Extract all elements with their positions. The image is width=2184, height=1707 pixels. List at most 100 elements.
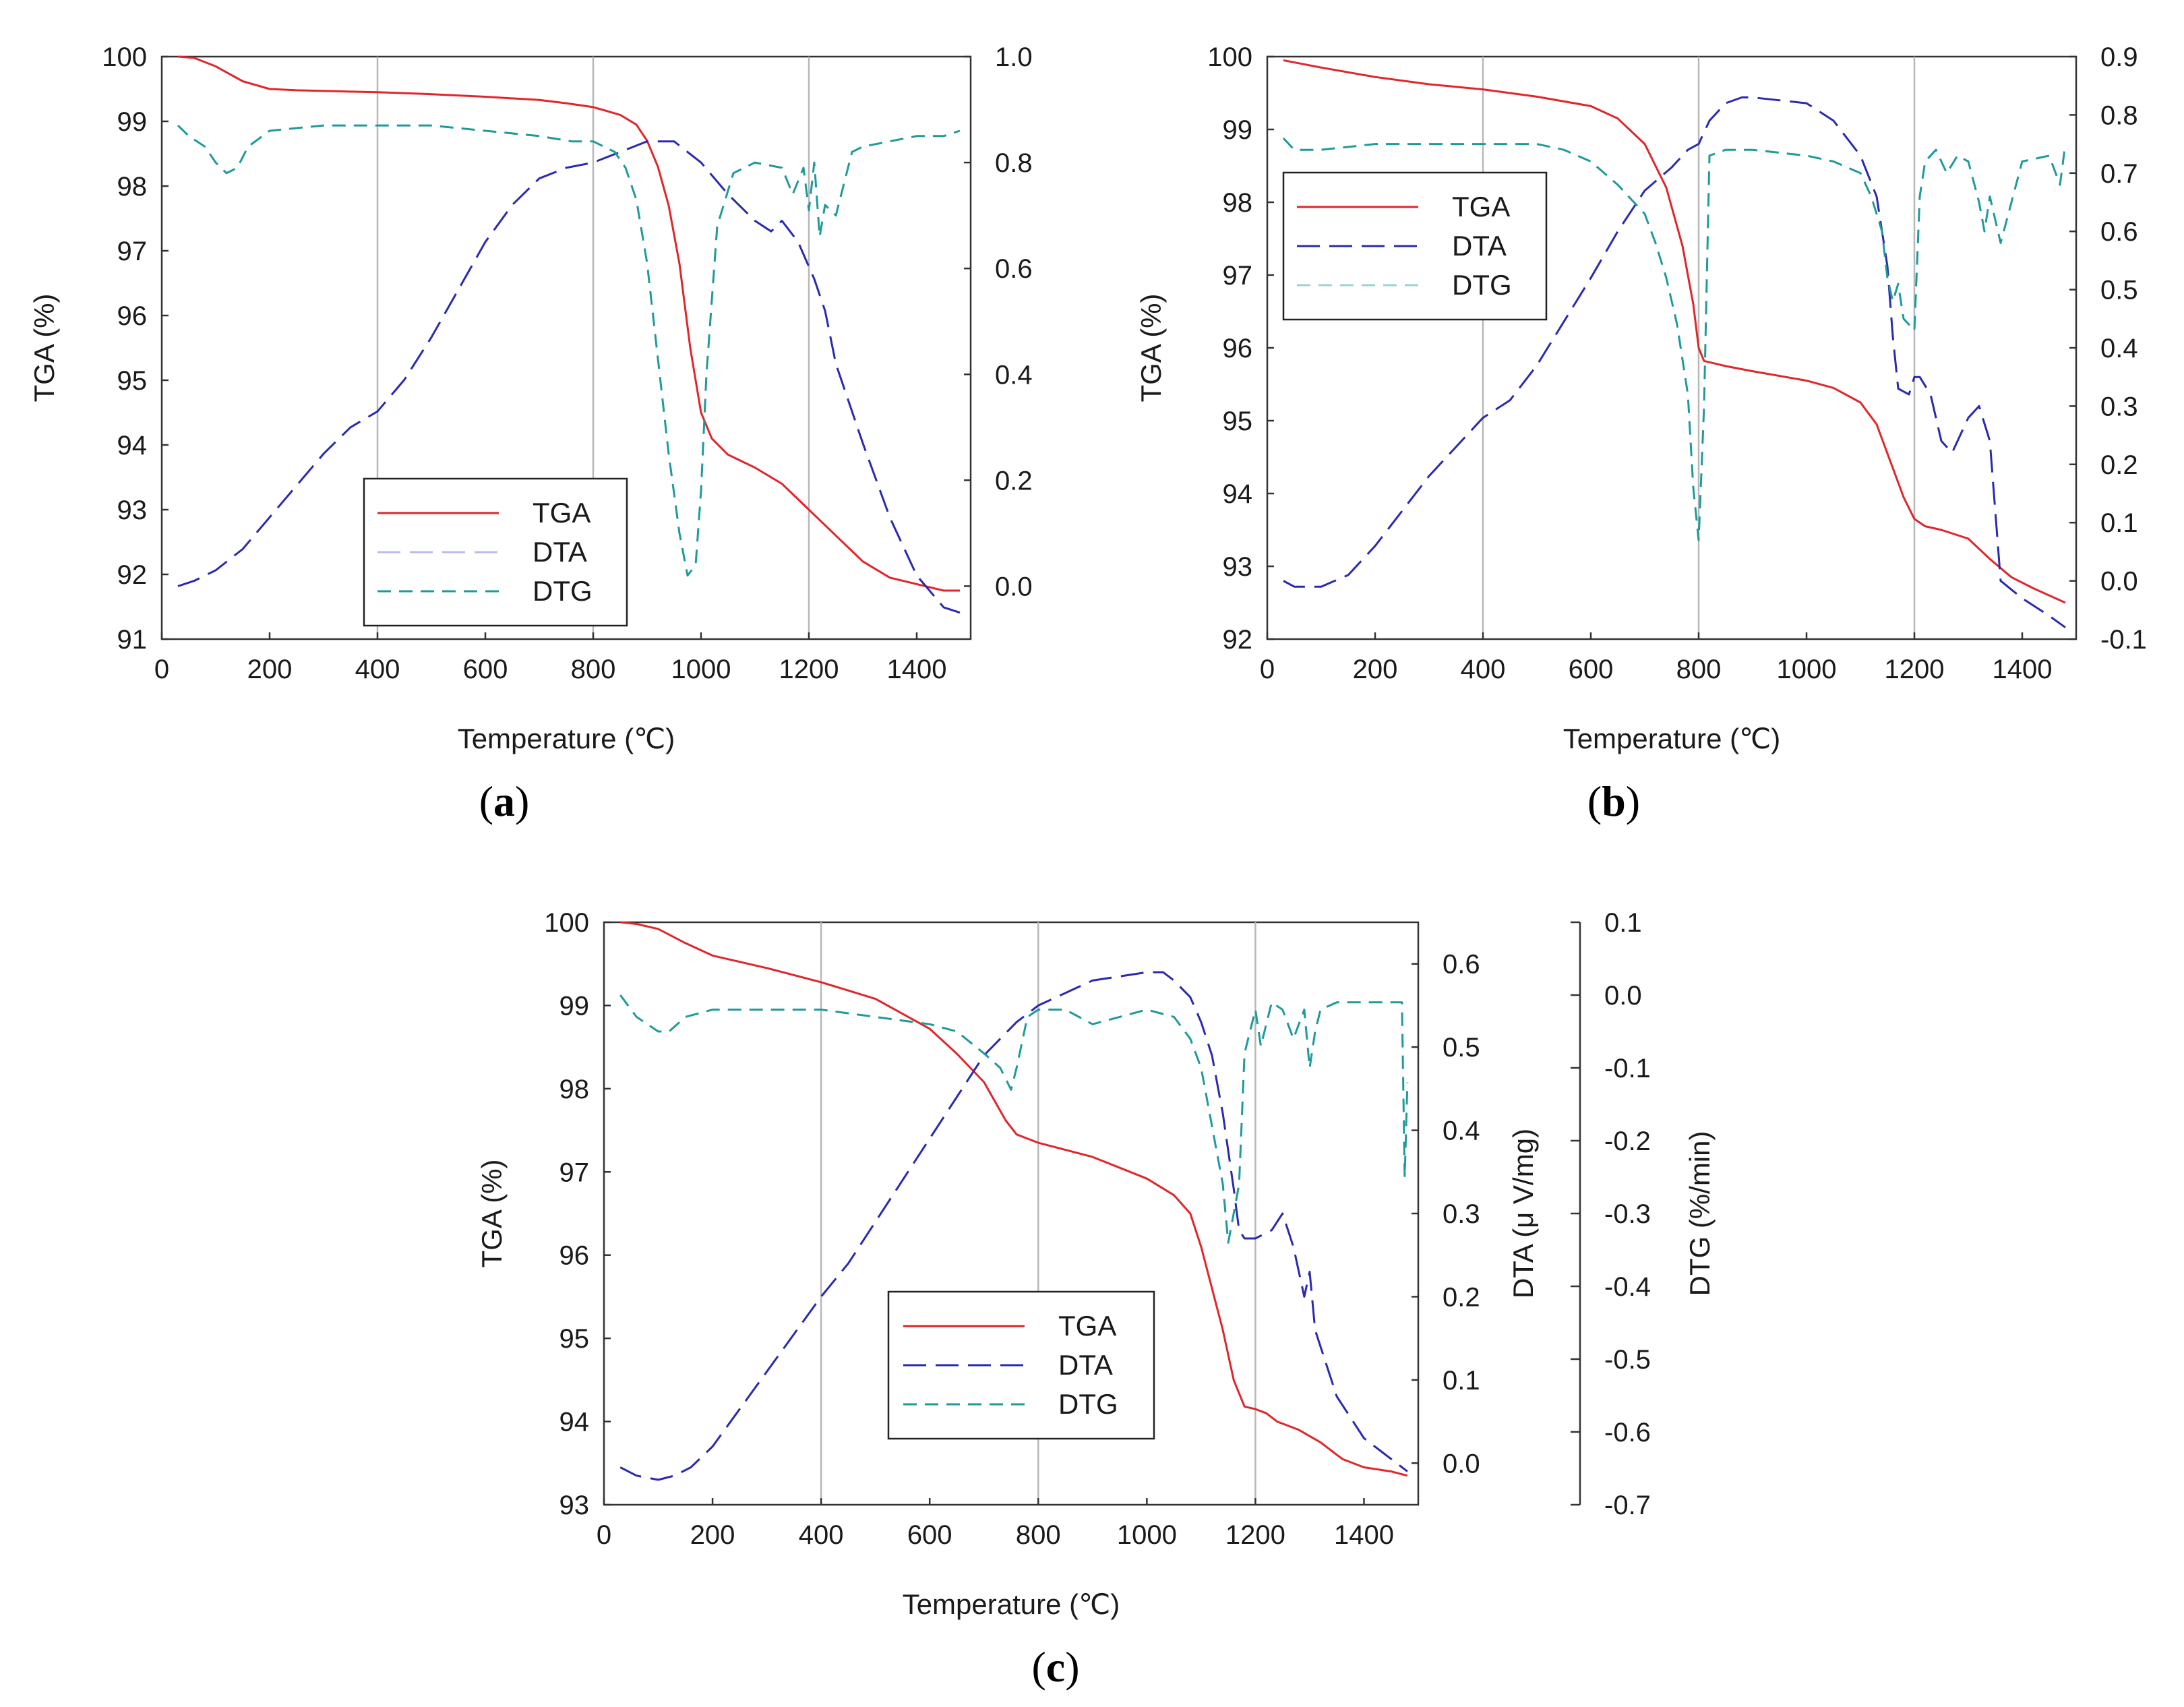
legend-label-dta-a: DTA (533, 536, 587, 568)
y2-tick-label: 0.3 (2100, 392, 2138, 421)
y2-tick-label: 0.8 (995, 148, 1033, 178)
x-axis-title-c: Temperature (℃) (903, 1588, 1120, 1620)
x-tick-label: 1200 (1225, 1520, 1285, 1550)
series-lines-c (619, 921, 1409, 1481)
x-tick-label: 200 (690, 1520, 735, 1550)
x-tick-label: 1000 (1117, 1520, 1177, 1550)
y-tick-label: 94 (1223, 479, 1253, 509)
x-tick-label: 0 (154, 655, 169, 684)
x-tick-label: 1200 (779, 655, 839, 684)
x-ticks-a: 0 200 400 600 800 1000 1200 1400 (154, 632, 946, 684)
x-axis-title-b: Temperature (℃) (1563, 723, 1781, 754)
y-ticks-b: 92 93 94 95 96 97 98 99 100 (1207, 42, 1274, 655)
legend-label-dtg-a: DTG (533, 575, 593, 607)
panel-label-a: (a) (479, 777, 530, 825)
x-tick-label: 1400 (1993, 655, 2053, 684)
legend-label-tga-a: TGA (533, 497, 590, 529)
x-tick-label: 0 (597, 1520, 611, 1550)
y2-tick-label: 0.0 (1443, 1449, 1480, 1478)
y-tick-label: 92 (1223, 625, 1253, 655)
y2-ticks-a: 0.0 0.2 0.4 0.6 0.8 1.0 (964, 42, 1033, 601)
y2-tick-label: 0.4 (1443, 1116, 1480, 1146)
y2-tick-label: 0.6 (1443, 950, 1480, 980)
x-tick-label: 0 (1260, 655, 1275, 684)
legend-label-dtg-c: DTG (1058, 1388, 1118, 1420)
y-axis-title-b: TGA (%) (1135, 293, 1167, 402)
x-tick-label: 400 (799, 1520, 844, 1550)
y2-tick-label: 0.4 (995, 360, 1033, 390)
x-tick-label: 400 (355, 655, 400, 684)
series-line-tga (620, 921, 1408, 1477)
series-line-dtg (177, 124, 961, 577)
legend-a: TGA DTA DTG (363, 477, 628, 627)
series-line-dtg (619, 994, 1409, 1244)
panel-label-c-close: ) (1065, 1643, 1079, 1691)
series-line-dtg (1282, 137, 2067, 541)
panel-a: 0 200 400 600 800 1000 1200 1400 91 92 93 94 95 96 97… (28, 42, 1033, 825)
x-tick-label: 400 (1461, 655, 1506, 684)
x-tick-label: 800 (571, 655, 616, 684)
series-line-dta (177, 140, 961, 614)
panel-label-b-open: ( (1587, 777, 1602, 825)
series-lines-b (1282, 59, 2067, 628)
y-tick-label: 97 (559, 1158, 590, 1187)
panel-label-a-letter: a (493, 777, 515, 825)
x-tick-label: 600 (1569, 655, 1614, 684)
y2-tick-label: 0.6 (995, 254, 1033, 284)
y3-tick-label: 0.1 (1604, 908, 1642, 938)
panel-label-b-letter: b (1602, 777, 1626, 825)
panel-label-b: (b) (1587, 777, 1640, 825)
y-tick-label: 100 (102, 42, 147, 72)
y-tick-label: 95 (117, 366, 148, 396)
y2-tick-label: 0.8 (2100, 100, 2138, 130)
x-ticks-c: 0 200 400 600 800 1000 1200 1400 (597, 1498, 1394, 1550)
y3-tick-label: -0.5 (1604, 1345, 1651, 1375)
y2-ticks-c: 0.0 0.1 0.2 0.3 0.4 0.5 0.6 (1412, 950, 1480, 1478)
panel-c: 0 200 400 600 800 1000 1200 1400 93 94 95 96 97 98 99… (476, 908, 1716, 1691)
x-tick-label: 200 (247, 655, 293, 684)
panel-label-c: (c) (1031, 1643, 1079, 1691)
legend-label-dtg-b: DTG (1452, 269, 1512, 301)
x-tick-label: 200 (1353, 655, 1398, 684)
y-tick-label: 99 (117, 107, 148, 137)
series-line-dta (619, 971, 1408, 1481)
y-axis-title-c: TGA (%) (476, 1159, 508, 1267)
y3-tick-label: -0.3 (1604, 1199, 1651, 1229)
y3-tick-label: -0.4 (1604, 1272, 1651, 1302)
y-tick-label: 97 (1223, 261, 1253, 291)
y-ticks-c: 93 94 95 96 97 98 99 100 (544, 908, 611, 1520)
series-line-tga (1283, 59, 2066, 604)
y2-tick-label: 0.1 (1443, 1366, 1480, 1396)
y-tick-label: 97 (117, 237, 148, 266)
y-tick-label: 91 (117, 625, 148, 655)
legend-label-tga-b: TGA (1452, 191, 1510, 222)
x-tick-label: 800 (1016, 1520, 1061, 1550)
y2-tick-label: 0.5 (1443, 1033, 1480, 1062)
y-tick-label: 96 (559, 1241, 590, 1271)
y2-tick-label: 0.0 (2100, 567, 2138, 597)
legend-label-tga-c: TGA (1058, 1310, 1116, 1342)
y-tick-label: 96 (1223, 334, 1253, 363)
y3-tick-label: -0.6 (1604, 1418, 1651, 1447)
y3-axis-title-c: DTG (%/min) (1684, 1131, 1716, 1296)
y2-tick-label: -0.1 (2100, 625, 2147, 655)
series-line-tga (177, 55, 960, 592)
panel-label-a-open: ( (479, 777, 493, 825)
x-tick-label: 1000 (671, 655, 731, 684)
y-tick-label: 94 (559, 1408, 590, 1437)
y-tick-label: 92 (117, 560, 148, 590)
legend-label-dta-c: DTA (1058, 1349, 1113, 1381)
panel-label-b-close: ) (1626, 777, 1640, 825)
x-tick-label: 600 (907, 1520, 952, 1550)
legend-label-dta-b: DTA (1452, 230, 1507, 262)
y2-tick-label: 0.4 (2100, 334, 2138, 363)
y2-tick-label: 0.2 (1443, 1282, 1480, 1312)
y3-tick-label: -0.2 (1604, 1127, 1651, 1156)
y-tick-label: 98 (117, 172, 148, 202)
y3-tick-label: -0.1 (1604, 1054, 1651, 1083)
x-tick-label: 1400 (1334, 1520, 1394, 1550)
y2-tick-label: 0.0 (995, 572, 1033, 601)
y-tick-label: 93 (1223, 552, 1253, 582)
y2-tick-label: 0.1 (2100, 508, 2138, 538)
x-axis-title-a: Temperature (℃) (458, 723, 675, 754)
